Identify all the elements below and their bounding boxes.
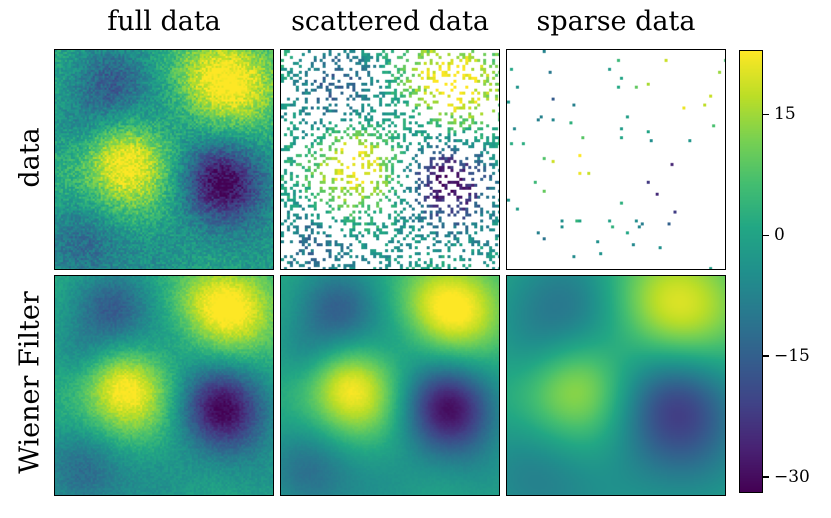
column-title-scattered-data: scattered data [291, 6, 489, 37]
heatmap-wiener-full [55, 276, 273, 495]
row-label-data: data [14, 127, 46, 188]
colorbar-gradient [740, 51, 762, 492]
colorbar-tick [763, 234, 769, 236]
colorbar-tick [763, 476, 769, 478]
panel-data-full [54, 49, 274, 270]
heatmap-data-full [55, 50, 273, 269]
panel-wiener-sparse [506, 275, 726, 496]
heatmap-wiener-sparse [507, 276, 725, 495]
column-title-sparse-data: sparse data [536, 6, 696, 37]
colorbar-tick-label: 15 [774, 104, 796, 125]
colorbar-tick-label: −15 [774, 346, 810, 367]
panel-wiener-full [54, 275, 274, 496]
colorbar-tick-label: 0 [774, 225, 785, 246]
heatmap-data-scattered [281, 50, 499, 269]
colorbar-tick [763, 355, 769, 357]
column-title-full-data: full data [107, 6, 221, 37]
colorbar [739, 50, 763, 493]
panel-data-sparse [506, 49, 726, 270]
heatmap-wiener-scattered [281, 276, 499, 495]
colorbar-tick [763, 113, 769, 116]
panel-wiener-scattered [280, 275, 500, 496]
panel-data-scattered [280, 49, 500, 270]
heatmap-data-sparse [507, 50, 725, 269]
row-label-wiener-filter: Wiener Filter [14, 291, 46, 474]
colorbar-tick-label: −30 [774, 466, 810, 487]
